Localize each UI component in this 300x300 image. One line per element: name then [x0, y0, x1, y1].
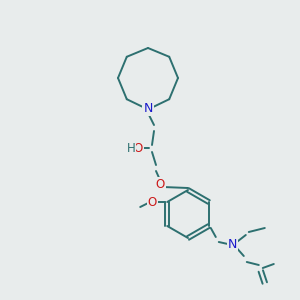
Text: O: O [148, 196, 157, 208]
Text: N: N [228, 238, 238, 250]
Text: N: N [143, 101, 153, 115]
Text: O: O [134, 142, 142, 154]
Text: H: H [127, 142, 135, 154]
Text: O: O [155, 178, 165, 190]
